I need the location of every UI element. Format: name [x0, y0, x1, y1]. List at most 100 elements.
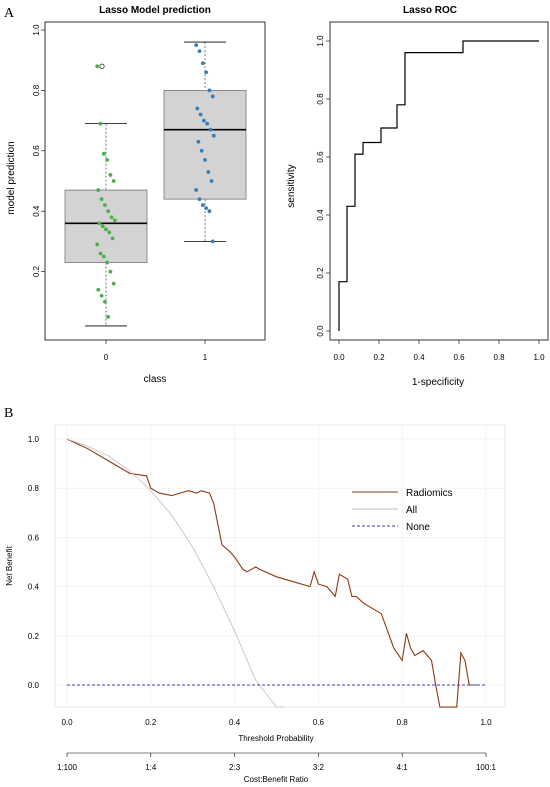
data-point: [112, 218, 117, 223]
dca-secondary-tick-label: 3:2: [313, 763, 325, 772]
roc-y-tick-label: 0.2: [316, 267, 325, 279]
box-plot: Lasso Model prediction class model predi…: [6, 5, 266, 385]
dca-y-tick-label: 0.8: [28, 484, 40, 493]
data-point: [111, 281, 116, 286]
box-plot-xlabel: class: [144, 374, 167, 385]
box-plot-y-axis: 0.2 0.4 0.6 0.8 1.0: [32, 24, 45, 277]
data-point: [100, 224, 105, 229]
data-point: [95, 64, 100, 69]
box-plot-frame: [44, 21, 266, 341]
data-point: [202, 118, 206, 123]
decision-curve-plot: 0.0 0.2 0.4 0.6 0.8 1.0 0.0 0.2 0.4 0.6 0.8 1.0 Net…: [5, 424, 506, 784]
dca-x-tick-label: 0.0: [61, 718, 73, 727]
roc-ylabel: sensitivity: [286, 164, 297, 207]
data-point: [98, 251, 103, 256]
data-point: [200, 203, 205, 208]
roc-y-tick-label: 0.0: [316, 325, 325, 337]
data-point: [110, 236, 115, 241]
data-point: [204, 206, 209, 211]
data-point: [204, 70, 209, 75]
box: [163, 90, 247, 200]
dca-secondary-tick-label: 1:4: [145, 763, 157, 772]
data-point: [199, 148, 204, 153]
box-plot-ylabel: model prediction: [6, 141, 17, 214]
data-point: [197, 49, 202, 54]
data-point: [99, 293, 104, 298]
data-point: [208, 127, 213, 132]
panel-label-a: A: [4, 6, 15, 21]
data-point: [96, 188, 101, 192]
roc-x-tick-label: 0.6: [453, 353, 465, 362]
x-tick-label: 1: [203, 353, 208, 362]
data-point: [210, 94, 215, 99]
data-point: [97, 221, 102, 226]
dca-secondary-tick-label: 100:1: [476, 763, 497, 772]
roc-x-tick-label: 0.2: [373, 353, 385, 362]
legend-label: None: [406, 522, 430, 533]
dca-x-tick-label: 0.4: [229, 718, 241, 727]
data-point: [105, 157, 109, 162]
data-point: [207, 209, 212, 214]
data-point: [101, 254, 106, 259]
dca-secondary-label: Cost:Benefit Ratio: [244, 775, 309, 784]
dca-y-tick-label: 0.0: [28, 681, 40, 690]
data-point: [98, 121, 103, 126]
dca-x-tick-label: 0.2: [145, 718, 157, 727]
roc-axes: 0.0 0.2 0.4 0.6 0.8 1.0 0.0 0.2 0.4 0.6 0.8 1.0: [316, 35, 545, 362]
data-point: [205, 121, 210, 126]
roc-y-tick-label: 0.6: [316, 151, 325, 163]
dca-x-tick-label: 0.8: [397, 718, 409, 727]
dca-lines: [66, 438, 486, 708]
data-point: [210, 239, 215, 244]
data-point: [203, 157, 207, 162]
dca-legend: Radiomics All None: [352, 488, 453, 533]
data-point: [106, 315, 111, 319]
box-plot-title: Lasso Model prediction: [99, 5, 211, 16]
data-point: [211, 133, 216, 138]
data-point: [103, 299, 107, 304]
data-point: [194, 188, 199, 192]
dca-ylabel: Net Benefit: [5, 545, 14, 585]
dca-series-line: [66, 438, 478, 708]
dca-y-tick-label: 1.0: [28, 435, 40, 444]
dca-y-tick-label: 0.2: [28, 632, 40, 641]
data-point: [96, 287, 101, 292]
roc-y-tick-label: 1.0: [316, 35, 325, 47]
y-tick-label: 0.6: [32, 145, 41, 157]
dca-xlabel: Threshold Probability: [238, 734, 313, 743]
data-point: [109, 215, 114, 220]
data-point: [95, 242, 100, 247]
dca-secondary-tick-label: 2:3: [229, 763, 241, 772]
data-point: [101, 151, 106, 156]
data-point: [106, 209, 111, 214]
legend-label: All: [406, 505, 417, 516]
roc-frame: [329, 21, 549, 341]
data-point: [198, 112, 203, 117]
dca-panel: [54, 424, 506, 708]
outlier: [99, 63, 105, 69]
dca-x-tick-label: 0.6: [313, 718, 325, 727]
data-point: [200, 61, 205, 66]
dca-secondary-tick-label: 4:1: [397, 763, 409, 772]
dca-y-tick-label: 0.6: [28, 533, 40, 542]
data-point: [105, 260, 109, 265]
dca-y-tick-label: 0.4: [28, 583, 40, 592]
roc-curve: [338, 40, 539, 331]
legend-label: Radiomics: [406, 488, 453, 499]
box: [64, 189, 148, 263]
data-point: [196, 139, 201, 144]
data-point: [197, 197, 202, 202]
data-point: [209, 179, 214, 183]
data-point: [99, 197, 104, 202]
roc-plot: Lasso ROC 1-specificity sensitivity 0.0 0…: [286, 5, 549, 388]
box-plot-marks: [64, 41, 247, 327]
y-tick-label: 0.4: [32, 205, 41, 217]
panel-label-b: B: [4, 406, 13, 421]
roc-x-tick-label: 0.0: [333, 353, 345, 362]
y-tick-label: 0.2: [32, 265, 41, 277]
dca-axes: 0.0 0.2 0.4 0.6 0.8 1.0 0.0 0.2 0.4 0.6 0.8 1.0: [28, 435, 492, 727]
data-point: [207, 88, 212, 93]
roc-xlabel: 1-specificity: [412, 377, 464, 388]
data-point: [194, 43, 199, 47]
